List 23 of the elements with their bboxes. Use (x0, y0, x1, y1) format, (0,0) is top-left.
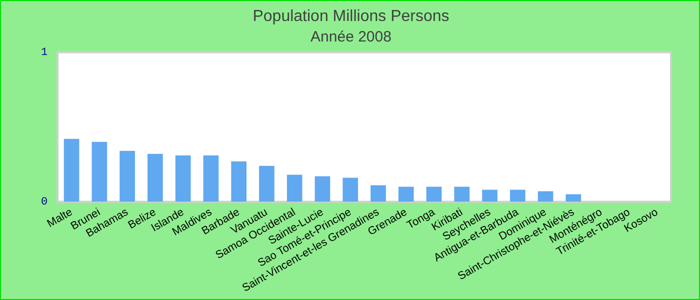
bar (398, 186, 414, 202)
bar (342, 178, 358, 202)
bar (92, 142, 108, 202)
bar (120, 150, 135, 202)
bar (286, 174, 302, 202)
bar (314, 176, 330, 202)
chart-subtitle: Année 2008 (310, 28, 392, 46)
bar (64, 138, 80, 202)
bar (538, 191, 554, 202)
bar (259, 166, 274, 202)
bar (510, 190, 526, 202)
bar (148, 154, 163, 202)
bar (203, 155, 219, 202)
y-tick-label: 0 (40, 196, 48, 209)
bar (231, 161, 246, 202)
bar (454, 186, 470, 202)
bar (426, 186, 442, 202)
bar (482, 190, 498, 202)
chart-title: Population Millions Persons (252, 8, 450, 26)
bar (370, 185, 386, 202)
bar (566, 194, 582, 202)
bar (175, 155, 191, 202)
y-tick-label: 1 (40, 47, 48, 60)
